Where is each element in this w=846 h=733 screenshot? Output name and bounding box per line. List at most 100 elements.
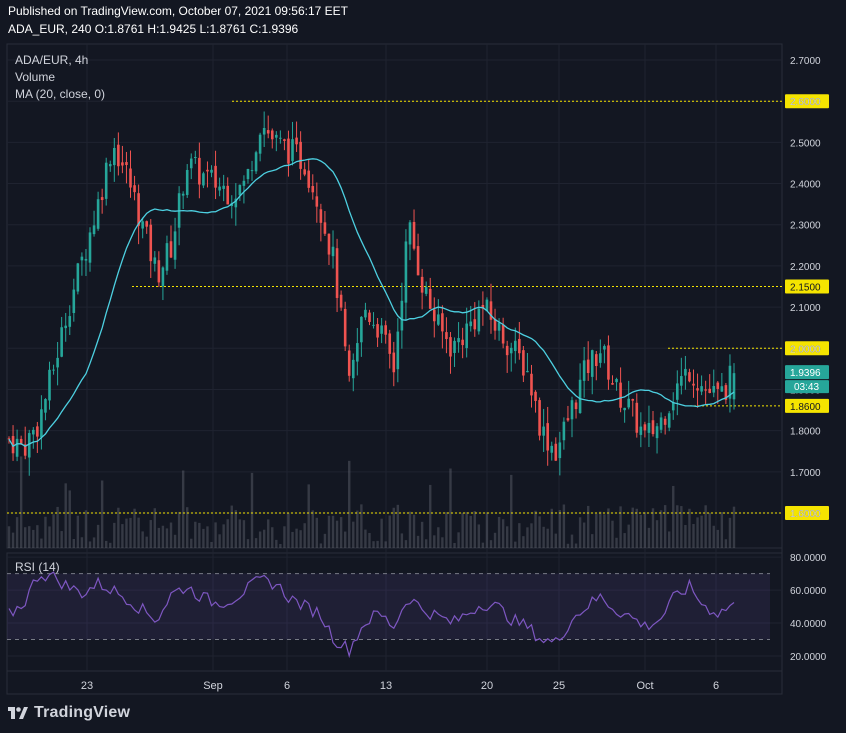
candle-body [68, 316, 72, 327]
candle-body [477, 308, 481, 332]
level-label-bg [785, 341, 829, 356]
volume-bar [222, 524, 225, 548]
volume-bar [109, 542, 112, 548]
candle-body [173, 231, 177, 260]
volume-bar [651, 508, 655, 548]
candle-body [149, 224, 153, 262]
volume-bar [113, 522, 116, 548]
price-tick-label: 2.0000 [790, 344, 821, 355]
candle-body [88, 232, 92, 263]
volume-bar [117, 507, 120, 548]
price-tick-label: 1.8000 [790, 427, 821, 438]
volume-bar [250, 472, 254, 548]
volume-bar [40, 538, 43, 548]
volume-bar [279, 543, 282, 548]
level-label: 2.6000 [790, 97, 821, 108]
volume-bar [190, 538, 193, 548]
volume-bar [19, 456, 23, 548]
volume-bar [214, 522, 217, 548]
price-tick-label: 2.4000 [790, 180, 821, 191]
volume-bar [465, 512, 468, 548]
candle-body [52, 369, 55, 371]
candle-body [623, 407, 626, 411]
candle-body [432, 309, 436, 322]
price-tick-label: 1.6000 [790, 509, 821, 520]
candle-body [647, 422, 651, 433]
volume-bar [647, 527, 651, 548]
volume-bar [424, 539, 428, 548]
volume-bar [210, 541, 213, 548]
volume-bar [392, 507, 395, 548]
candle-body [400, 300, 404, 331]
volume-bar [283, 526, 286, 548]
candle-body [315, 196, 319, 207]
volume-bar [505, 526, 509, 548]
volume-bar [287, 513, 290, 548]
volume-bar [343, 531, 347, 548]
level-label: 1.6000 [790, 509, 821, 520]
candle-body [226, 185, 230, 205]
candle-body [44, 399, 47, 413]
moving-average [8, 158, 735, 448]
volume-bar [623, 533, 626, 548]
volume-bar [234, 510, 238, 548]
candle-body [287, 138, 290, 164]
volume-bar [542, 526, 545, 548]
candle-body [161, 267, 165, 287]
volume-bar [311, 510, 314, 548]
candle-body [396, 331, 400, 370]
volume-bar [708, 513, 711, 548]
volume-bar [704, 505, 707, 548]
volume-bar [384, 541, 387, 548]
candle-body [619, 382, 622, 408]
candle-body [732, 373, 736, 400]
volume-bar [295, 528, 298, 548]
volume-bar [530, 523, 533, 548]
volume-bar [603, 514, 606, 548]
tradingview-logo-icon [8, 707, 28, 719]
candle-body [121, 162, 124, 166]
candle-body [125, 162, 128, 166]
candle-body [11, 436, 15, 454]
candle-body [368, 312, 371, 322]
volume-bar [64, 483, 67, 548]
x-tick-label: 23 [81, 680, 93, 692]
volume-bar [696, 517, 699, 548]
volume-bar [574, 543, 578, 548]
volume-bar [639, 514, 643, 548]
candle-body [360, 316, 363, 343]
candle-body [364, 309, 367, 318]
candle-body [724, 385, 728, 400]
volume-bar [429, 484, 432, 548]
volume-bar [186, 507, 189, 548]
volume-bar [591, 534, 594, 548]
volume-bar [271, 527, 274, 548]
tradingview-logo: TradingView [8, 704, 130, 722]
candle-body [339, 294, 343, 308]
volume-bar [627, 524, 630, 548]
legend-ma: MA (20, close, 0) [15, 87, 105, 101]
volume-bar [550, 508, 553, 548]
volume-bar [510, 474, 513, 548]
volume-bar [7, 526, 11, 548]
volume-bar [177, 511, 181, 548]
rsi-band-fill [7, 573, 770, 640]
volume-bar [457, 532, 460, 548]
candle-body [356, 343, 359, 362]
candle-body [509, 347, 513, 354]
candle-body [437, 314, 440, 325]
volume-bar [202, 528, 205, 548]
volume-bar [477, 524, 481, 548]
volume-bar [258, 531, 262, 548]
volume-bar [595, 513, 598, 548]
x-tick-label: 6 [284, 680, 290, 692]
volume-bar [461, 513, 464, 548]
volume-bar [72, 538, 76, 548]
legend-volume: Volume [15, 70, 55, 84]
candle-body [590, 350, 594, 377]
candle-body [194, 156, 197, 158]
volume-bar [631, 507, 634, 548]
candle-body [108, 164, 112, 167]
candle-body [291, 139, 294, 162]
